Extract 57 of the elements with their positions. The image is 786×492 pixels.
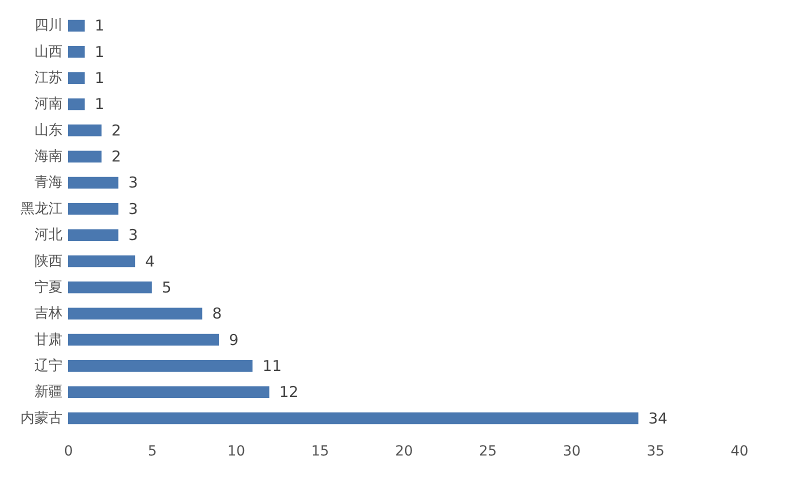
x-tick-label: 40	[730, 444, 748, 460]
bar	[68, 72, 85, 84]
bar	[68, 20, 85, 32]
y-tick-label: 江苏	[34, 70, 62, 86]
y-tick-label: 四川	[34, 18, 62, 34]
data-label: 9	[228, 330, 239, 349]
data-label: 3	[128, 226, 138, 244]
x-tick-label: 5	[148, 444, 157, 460]
bar	[68, 46, 85, 58]
x-tick-label: 30	[562, 444, 581, 460]
data-label: 5	[162, 278, 172, 296]
data-label: 34	[648, 409, 668, 428]
bar	[68, 360, 253, 372]
data-label: 2	[112, 148, 122, 166]
x-tick-label: 10	[227, 444, 246, 460]
data-label: 1	[94, 69, 104, 88]
y-tick-label: 陕西	[34, 253, 62, 270]
bar	[68, 176, 118, 189]
bar	[68, 412, 638, 424]
bar	[68, 229, 118, 241]
y-tick-label: 山东	[34, 122, 62, 138]
y-tick-label: 吉林	[34, 306, 62, 322]
bar	[68, 150, 102, 162]
y-tick-label: 山西	[34, 44, 62, 60]
bar	[68, 282, 152, 294]
data-label: 2	[112, 121, 122, 140]
data-label: 11	[262, 356, 282, 375]
x-tick-label: 20	[395, 444, 413, 460]
y-tick-label: 青海	[34, 174, 62, 191]
bar	[68, 98, 85, 110]
y-tick-label: 辽宁	[34, 358, 62, 374]
bar	[68, 386, 270, 398]
bar	[68, 255, 136, 268]
x-tick-label: 0	[64, 444, 73, 460]
data-label: 12	[279, 383, 298, 402]
data-label: 1	[94, 95, 104, 114]
data-label: 3	[128, 174, 138, 192]
y-tick-label: 宁夏	[34, 279, 62, 296]
y-tick-label: 黑龙江	[20, 200, 62, 217]
x-tick-label: 25	[478, 444, 497, 460]
y-tick-label: 内蒙古	[20, 410, 62, 426]
bar	[68, 124, 102, 136]
bar	[68, 203, 118, 215]
x-tick-label: 35	[646, 444, 665, 460]
y-tick-label: 河南	[34, 96, 62, 112]
data-label: 1	[94, 42, 104, 61]
bar	[68, 308, 202, 320]
bar	[68, 334, 219, 346]
data-label: 1	[94, 16, 104, 35]
x-tick-label: 15	[311, 444, 330, 460]
y-tick-label: 河北	[34, 227, 62, 244]
data-label: 8	[212, 304, 222, 323]
y-tick-label: 甘肃	[34, 332, 62, 348]
y-tick-label: 海南	[34, 148, 62, 165]
data-label: 4	[145, 252, 155, 270]
y-tick-label: 新疆	[34, 384, 62, 400]
data-label: 3	[128, 200, 138, 218]
